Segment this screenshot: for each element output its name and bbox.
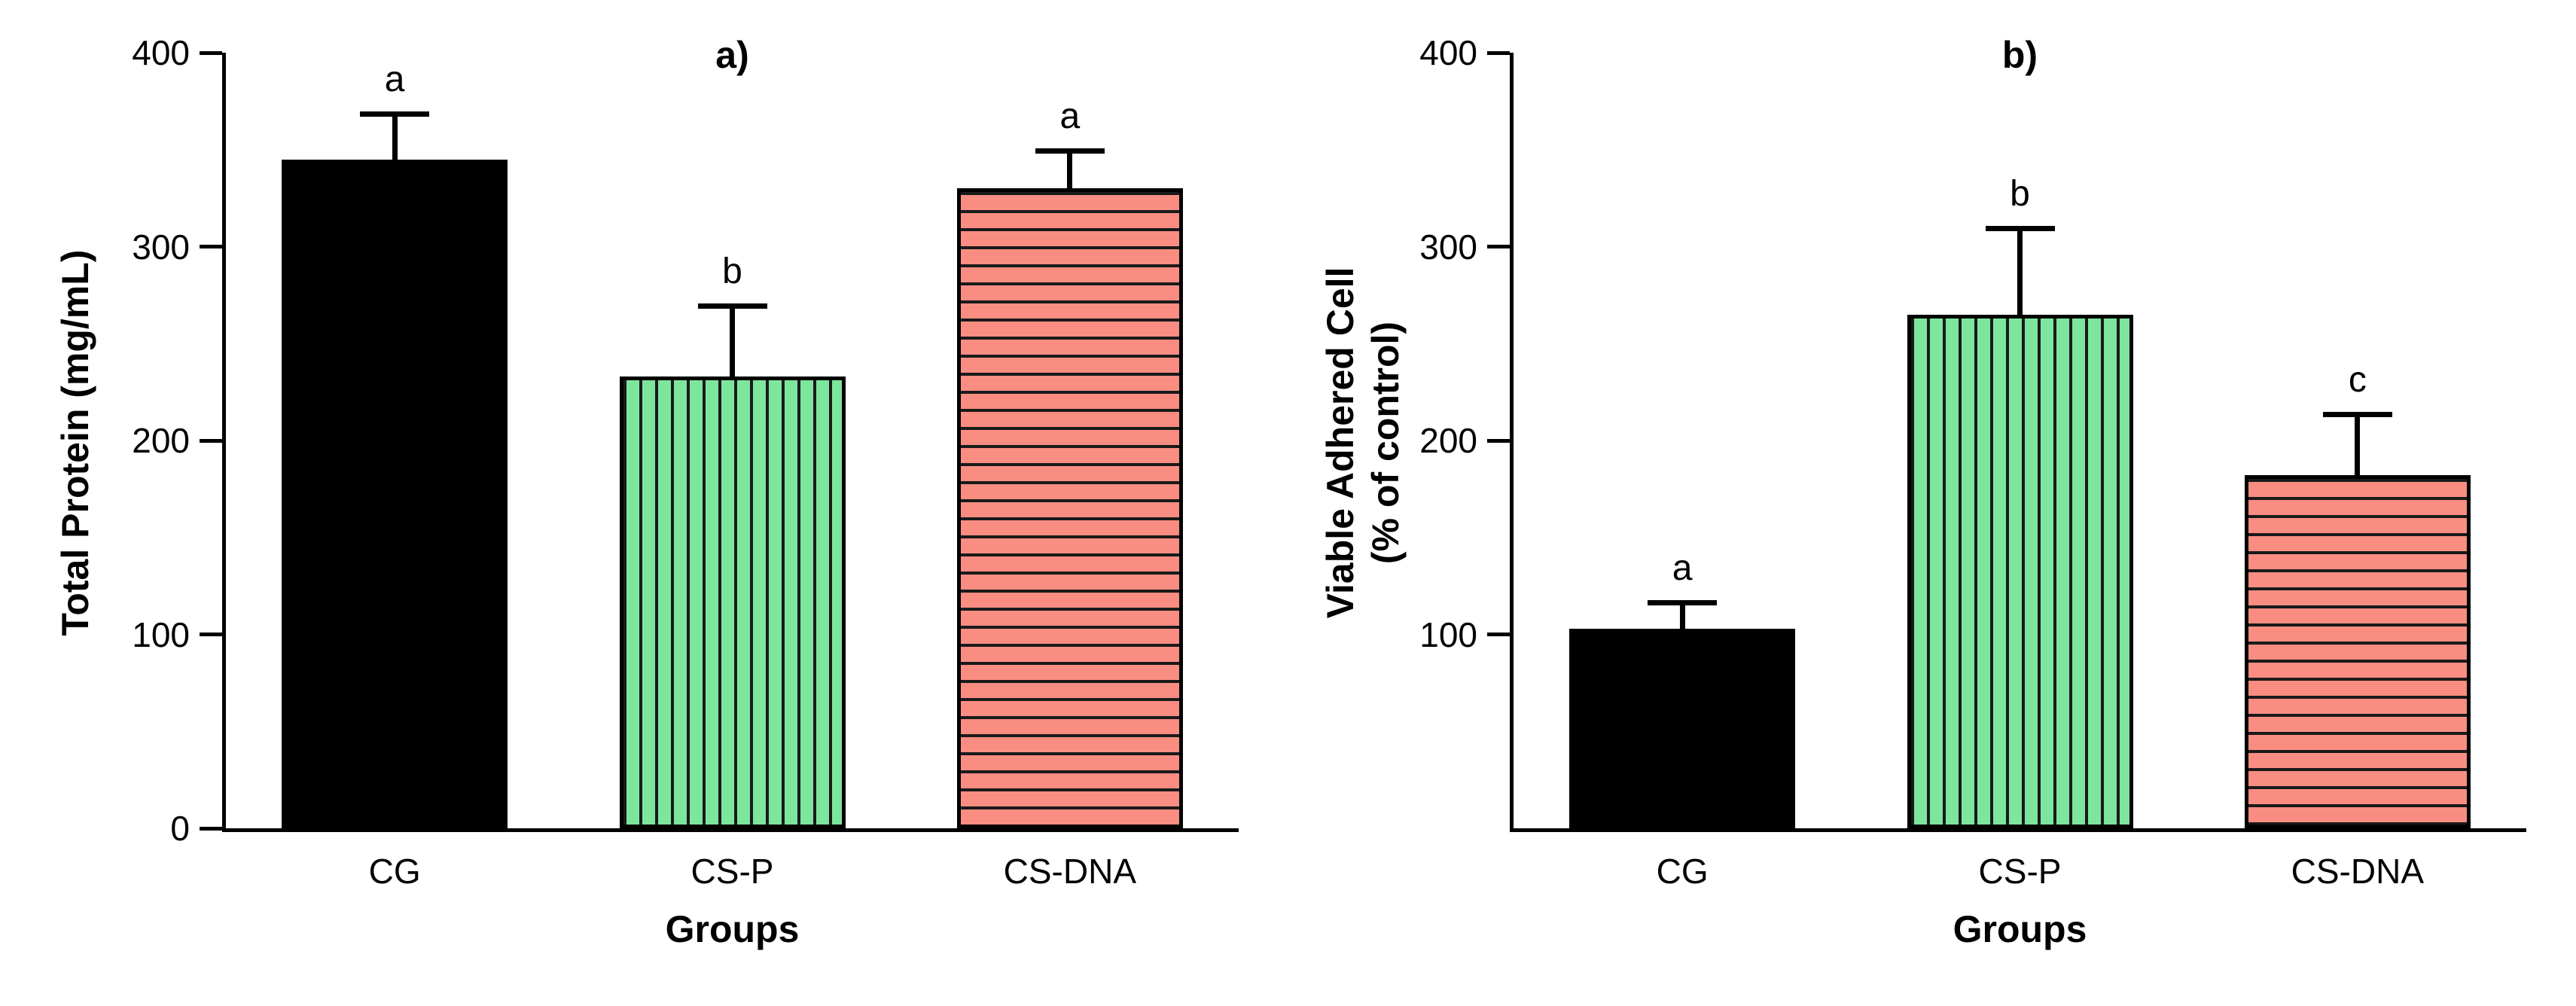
x-tick-label: CS-P [690,852,774,891]
bar-cs-p [619,376,846,828]
y-tick-label: 200 [1419,421,1477,460]
y-axis-title-a: Total Protein (mg/mL) [54,249,96,636]
bar-cg [1569,628,1796,828]
y-tick [1487,633,1510,636]
y-tick-label: 400 [1419,33,1477,72]
significance-letter: c [2348,360,2367,401]
error-bar-cap [2322,412,2392,418]
bar-cg [282,159,508,828]
bar-cs-p [1907,314,2133,828]
bar-cs-dna [956,188,1183,828]
x-tick-label: CS-P [1978,852,2062,891]
plot-area-a: 0 100 200 300 400 a CG b CS-P a CS-DNA [132,33,1239,891]
y-tick [200,438,222,443]
significance-letter: b [2010,173,2030,214]
error-bar-cap [1035,148,1105,154]
x-tick-label: CG [1656,852,1709,891]
y-tick-label: 0 [170,809,190,848]
error-bar-line [730,308,735,380]
y-tick [1487,438,1510,443]
y-tick-label: 300 [1419,227,1477,267]
x-tick-label: CS-DNA [1003,852,1136,891]
error-bar-cap [697,303,767,309]
significance-letter: a [1059,96,1081,136]
y-tick [200,50,222,55]
y-tick-label: 300 [132,227,190,267]
y-tick [1487,245,1510,248]
y-tick [200,826,222,831]
y-axis-title-b: Viable Adhered Cell (% of control) [1319,267,1407,619]
panel-title-a: a) [715,34,749,76]
bar-cs-dna [2244,475,2471,828]
x-tick-label: CG [368,852,421,891]
y-tick-label: 100 [1419,614,1477,654]
y-tick-label: 200 [132,421,190,460]
error-bar-line [2355,417,2361,478]
chart-panel-b: b) Viable Adhered Cell (% of control) 10… [1288,0,2575,1006]
x-tick-label: CS-DNA [2291,852,2424,891]
error-bar-line [1679,605,1685,631]
panel-title-b: b) [2001,34,2038,76]
significance-letter: a [1672,547,1693,588]
error-bar-cap [1648,599,1718,605]
y-tick [200,633,222,636]
y-tick-label: 400 [132,33,190,72]
error-bar-line [1067,153,1073,191]
error-bar-cap [360,111,430,117]
plot-area-b: 100 200 300 400 a CG b CS-P c CS-DNA [1419,33,2526,891]
significance-letter: a [384,59,405,99]
significance-letter: b [722,251,742,291]
x-axis-title-b: Groups [1953,908,2087,950]
x-axis-title-a: Groups [665,908,800,950]
y-tick-label: 100 [132,614,190,654]
y-tick [200,245,222,248]
chart-panel-a: a) Total Protein (mg/mL) 0 100 200 300 400 a C… [54,33,1239,950]
error-bar-cap [1985,225,2055,231]
y-tick [1487,50,1510,55]
error-bar-line [392,116,398,162]
error-bar-line [2017,230,2023,317]
